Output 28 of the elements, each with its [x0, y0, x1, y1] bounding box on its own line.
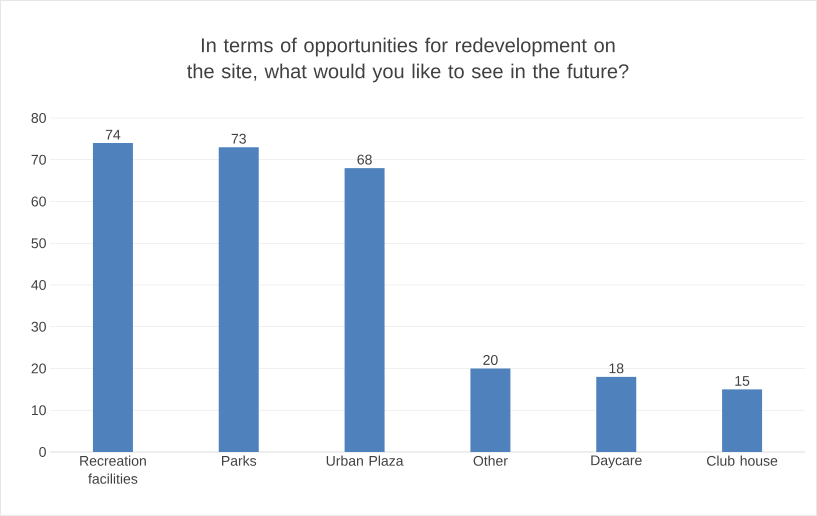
bar — [344, 168, 385, 452]
x-tick-label: Urban Plaza — [326, 456, 404, 466]
x-tick-label: Daycare — [591, 456, 642, 468]
y-tick-label: 10 — [32, 405, 46, 416]
bar — [596, 376, 636, 452]
data-label: 15 — [735, 376, 750, 386]
y-tick-label: 80 — [32, 113, 46, 123]
x-tick-label: Club house — [706, 456, 778, 466]
y-tick-label: 50 — [31, 238, 46, 248]
x-tick-label: Recreation facilities — [80, 456, 146, 484]
y-tick-label: 0 — [39, 447, 46, 457]
bar — [722, 389, 762, 452]
bar — [470, 368, 510, 452]
data-label: 68 — [358, 154, 372, 165]
x-tick-label: Parks — [222, 456, 256, 466]
bar — [92, 143, 133, 452]
data-label: 20 — [483, 355, 498, 365]
y-tick-label: 60 — [32, 196, 46, 206]
data-label: 74 — [106, 130, 120, 140]
x-tick-label: Other — [474, 456, 508, 466]
data-label: 73 — [232, 134, 246, 144]
y-tick-label: 40 — [31, 280, 46, 290]
chart-title: In terms of opportunities for redevelopment on the site, what would you like to see in the future? — [187, 38, 628, 82]
bar — [218, 147, 259, 452]
y-tick-label: 20 — [32, 364, 46, 374]
data-label: 18 — [610, 363, 624, 374]
y-tick-label: 30 — [31, 322, 46, 332]
y-tick-label: 70 — [32, 154, 46, 165]
